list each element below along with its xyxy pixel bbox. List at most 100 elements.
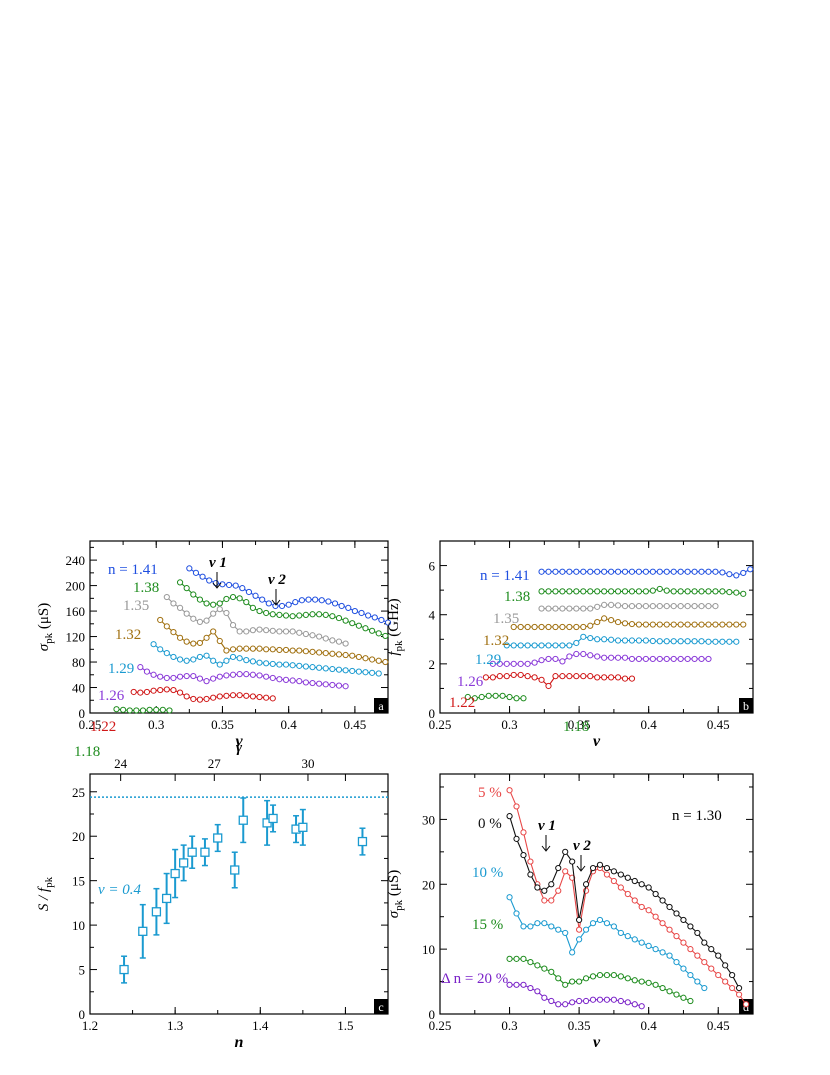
data-point [635, 655, 643, 663]
data-point [663, 568, 670, 575]
data-point [322, 611, 329, 618]
data-point [506, 894, 513, 901]
data-point [659, 920, 666, 927]
data-point [719, 638, 726, 645]
data-point [555, 887, 562, 894]
data-point [203, 600, 210, 607]
data-point [566, 605, 573, 612]
data-point [362, 655, 369, 662]
data-point [216, 673, 223, 680]
data-point [151, 907, 162, 917]
data-point [269, 674, 276, 682]
data-point [276, 611, 283, 618]
data-point [729, 984, 736, 992]
y-axis-label-unit: (μS) [386, 870, 402, 900]
data-point [236, 655, 243, 662]
data-point [705, 655, 712, 663]
data-point [263, 609, 270, 617]
data-point [157, 616, 164, 624]
data-point [642, 637, 649, 644]
data-point [642, 603, 649, 610]
data-point [677, 638, 684, 645]
data-point [538, 568, 545, 575]
data-point [631, 877, 638, 885]
series-4 [506, 981, 645, 1010]
data-point [708, 946, 715, 953]
data-point [628, 603, 636, 610]
data-point [631, 977, 638, 984]
data-point [520, 981, 527, 988]
panel-letter-box [374, 999, 388, 1014]
data-point [545, 642, 552, 649]
data-point [569, 949, 576, 956]
y-tick-label: 200 [66, 579, 86, 594]
annotation-arrowhead [271, 599, 281, 606]
data-point [520, 695, 527, 702]
data-point [513, 981, 520, 988]
data-point [183, 657, 190, 664]
data-point [552, 655, 559, 663]
data-point [369, 656, 376, 663]
plot-frame [439, 540, 754, 714]
annotation-arrowhead [541, 845, 551, 852]
data-point [503, 673, 510, 680]
data-point [269, 627, 276, 634]
data-point [680, 939, 687, 946]
data-point [642, 621, 649, 628]
series-label: 1.18 [74, 744, 100, 760]
data-point [587, 588, 594, 595]
y-axis-label-main: S / f [36, 886, 52, 911]
x-tick-label: 0.4 [641, 1018, 658, 1033]
series-label: 10 % [472, 865, 503, 881]
data-point [635, 603, 643, 610]
data-point [243, 628, 250, 635]
annotation-arrowhead [576, 865, 586, 872]
data-point [216, 693, 223, 700]
data-point [621, 637, 629, 644]
series-label: 1.22 [90, 719, 116, 735]
data-point [735, 984, 743, 992]
data-point [698, 655, 705, 663]
data-point [715, 971, 722, 979]
data-point [610, 996, 617, 1003]
data-point [531, 642, 538, 649]
data-point [614, 602, 622, 609]
data-point [355, 622, 362, 629]
data-point [538, 588, 545, 595]
data-point [289, 613, 296, 620]
series-3 [510, 615, 747, 631]
data-point [548, 968, 555, 975]
x-axis-label: n [235, 1034, 244, 1051]
data-point [594, 636, 601, 643]
data-point [239, 585, 246, 592]
data-point [298, 822, 308, 832]
data-point [517, 671, 524, 679]
data-point [548, 997, 555, 1005]
data-point [726, 621, 733, 628]
y-tick-label: 10 [72, 918, 85, 933]
data-point [617, 997, 624, 1005]
data-point [243, 645, 250, 652]
y-tick-label: 20 [72, 829, 85, 844]
data-point [126, 707, 133, 714]
series-1 [538, 585, 747, 597]
data-point [614, 618, 622, 626]
y-tick-label: 4 [429, 608, 436, 623]
data-point [179, 858, 189, 868]
series-label: 1.32 [115, 627, 141, 643]
data-point [478, 693, 485, 701]
data-point [631, 936, 638, 943]
series-label: 1.32 [483, 633, 509, 649]
data-point [256, 607, 263, 615]
data-point [170, 628, 177, 636]
data-point [482, 674, 490, 681]
series-3 [157, 616, 389, 666]
data-point [190, 672, 197, 680]
data-point [569, 978, 576, 985]
y-axis-label-sub: pk [43, 632, 55, 644]
data-point [119, 964, 129, 975]
data-point [684, 568, 691, 575]
data-point [608, 617, 615, 624]
data-point [210, 601, 217, 608]
data-point [652, 913, 659, 920]
